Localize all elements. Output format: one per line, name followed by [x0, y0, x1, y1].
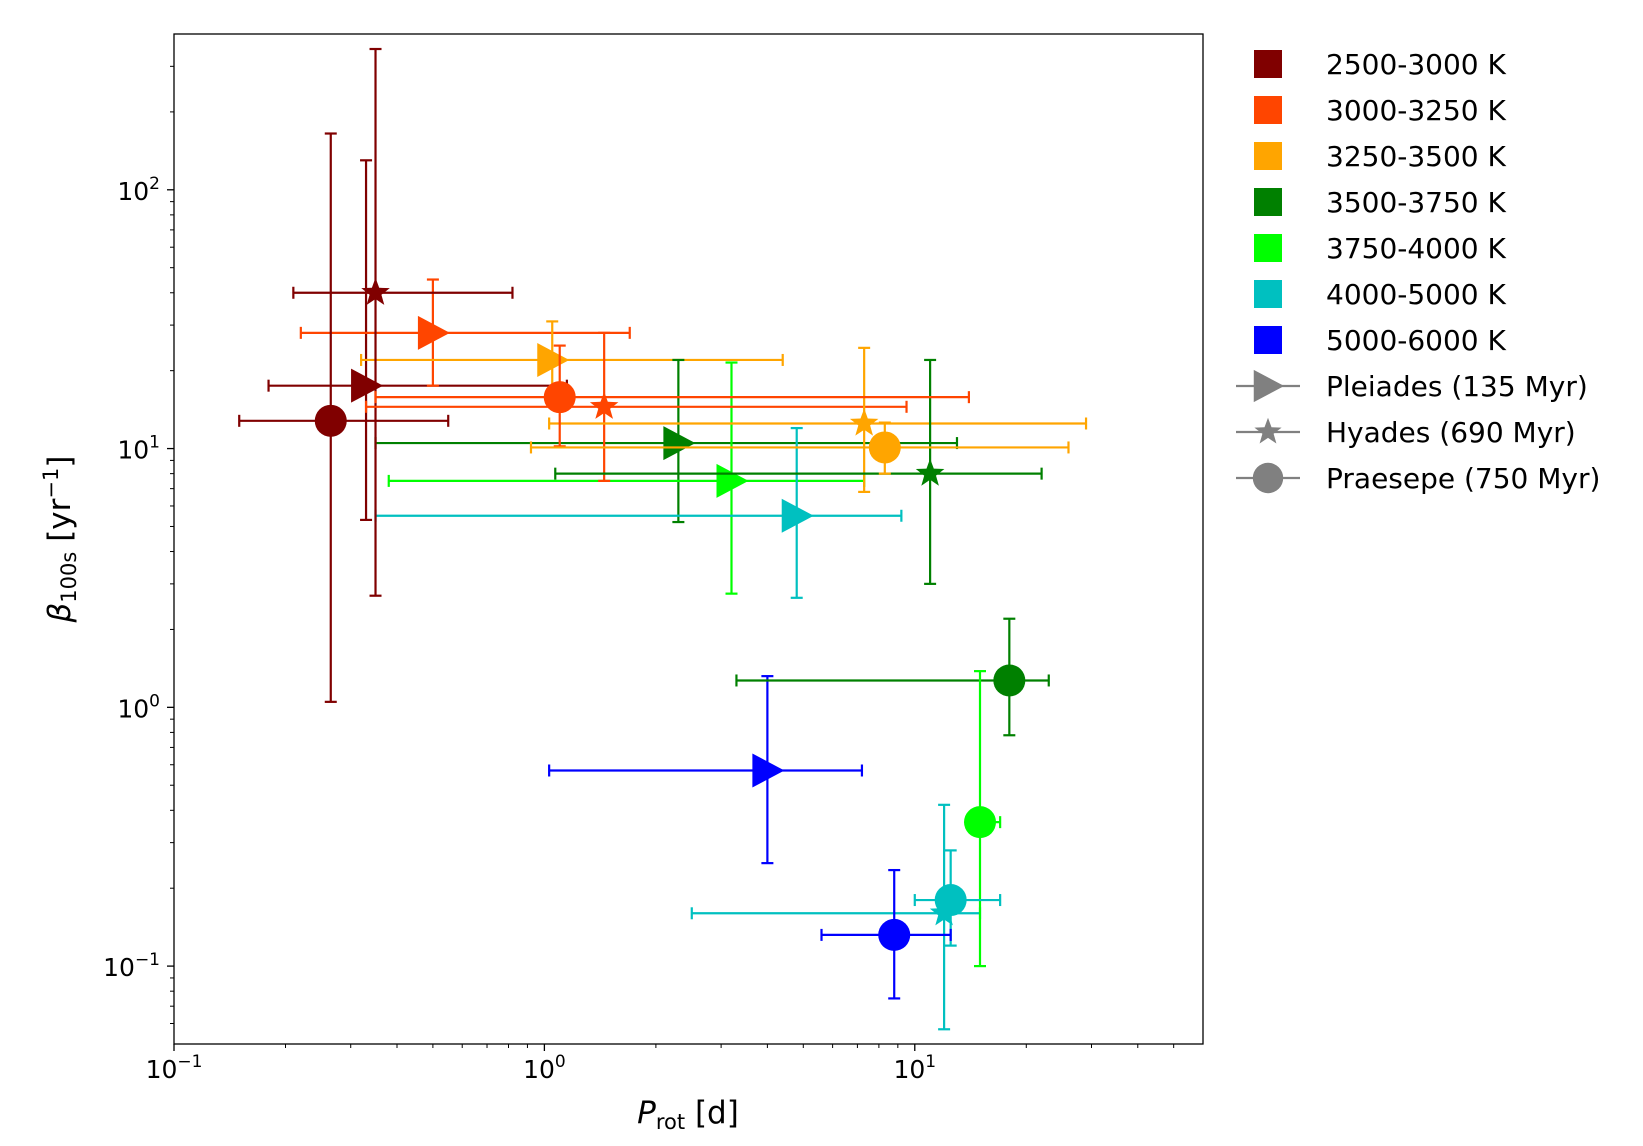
x-axis-label: Prot [d]	[637, 1095, 739, 1134]
marker-pleiades	[537, 342, 570, 377]
legend-label: 2500-3000 K	[1326, 48, 1507, 81]
marker-pleiades	[716, 463, 749, 498]
legend-entry: 4000-5000 K	[1254, 278, 1507, 311]
marker-praesepe	[934, 884, 967, 917]
data-point-praesepe-2500-3000	[238, 132, 450, 703]
data-point-pleiades-4000-5000	[374, 426, 903, 599]
legend-label: 3250-3500 K	[1326, 140, 1507, 173]
marker-pleiades	[351, 368, 384, 403]
legend-entry: 3750-4000 K	[1254, 232, 1507, 265]
marker-pleiades	[663, 426, 696, 461]
data-point-praesepe-4000-5000	[913, 849, 1002, 947]
legend-swatch	[1254, 142, 1282, 170]
y-tick-label: 100	[117, 691, 160, 723]
x-tick-label: 10−1	[146, 1052, 203, 1084]
legend-marker	[1254, 417, 1282, 444]
legend-swatch	[1254, 50, 1282, 78]
legend-label: 3500-3750 K	[1326, 186, 1507, 219]
data-point-hyades-4000-5000	[690, 803, 982, 1031]
marker-praesepe	[964, 806, 997, 839]
legend-swatch	[1254, 96, 1282, 124]
legend-swatch	[1254, 188, 1282, 216]
data-point-hyades-2500-3000	[292, 47, 514, 597]
y-tick-label: 102	[117, 174, 160, 206]
marker-praesepe	[878, 918, 911, 951]
legend-entry: Pleiades (135 Myr)	[1236, 369, 1588, 403]
marker-hyades	[915, 458, 945, 486]
legend-entry: 3000-3250 K	[1254, 94, 1507, 127]
legend-entry: Praesepe (750 Myr)	[1236, 462, 1600, 495]
y-tick-label: 101	[117, 433, 160, 465]
legend-label: Pleiades (135 Myr)	[1326, 370, 1588, 403]
data-point-praesepe-3250-3500	[529, 421, 1070, 475]
marker-hyades	[849, 408, 879, 436]
legend-label: Hyades (690 Myr)	[1326, 416, 1576, 449]
legend-label: Praesepe (750 Myr)	[1326, 462, 1600, 495]
data-layer	[238, 47, 1088, 1031]
legend: 2500-3000 K 3000-3250 K 3250-3500 K 3500-37…	[1236, 48, 1600, 495]
data-point-pleiades-2500-3000	[267, 159, 568, 522]
marker-hyades	[589, 391, 619, 419]
legend-entry: 3500-3750 K	[1254, 186, 1507, 219]
legend-entry: 3250-3500 K	[1254, 140, 1507, 173]
ticks-layer: 10−1 100 101 10−1 100 101 102	[103, 65, 1175, 1084]
legend-entry: 5000-6000 K	[1254, 324, 1507, 357]
legend-swatch	[1254, 280, 1282, 308]
marker-praesepe	[993, 664, 1026, 697]
legend-label: 4000-5000 K	[1326, 278, 1507, 311]
data-point-hyades-3250-3500	[548, 346, 1088, 494]
data-point-praesepe-3500-3750	[735, 617, 1050, 737]
data-point-pleiades-3500-3750	[374, 358, 959, 524]
y-axis-label: β100s [yr−1]	[39, 456, 81, 624]
marker-pleiades	[417, 315, 450, 350]
legend-marker	[1253, 369, 1285, 403]
legend-entry: 2500-3000 K	[1254, 48, 1507, 81]
data-point-praesepe-3750-4000	[964, 670, 1002, 968]
marker-hyades	[361, 277, 390, 305]
legend-swatch	[1254, 234, 1282, 262]
data-point-pleiades-5000-6000	[548, 675, 864, 865]
data-point-praesepe-5000-6000	[820, 868, 952, 1000]
data-point-pleiades-3000-3250	[299, 278, 631, 387]
marker-praesepe	[314, 404, 347, 437]
legend-entry: Hyades (690 Myr)	[1236, 416, 1576, 449]
data-point-praesepe-3000-3250	[374, 344, 971, 448]
y-tick-label: 10−1	[103, 950, 160, 982]
marker-pleiades	[752, 753, 785, 788]
legend-swatch	[1254, 326, 1282, 354]
plot-frame	[173, 33, 1204, 1045]
marker-pleiades	[781, 498, 814, 533]
marker-praesepe	[868, 431, 901, 464]
legend-marker	[1252, 462, 1284, 494]
marker-praesepe	[543, 381, 576, 414]
data-point-hyades-3000-3250	[364, 331, 908, 482]
legend-label: 3750-4000 K	[1326, 232, 1507, 265]
x-tick-label: 100	[523, 1052, 566, 1084]
x-tick-label: 101	[893, 1052, 936, 1084]
legend-label: 3000-3250 K	[1326, 94, 1507, 127]
legend-label: 5000-6000 K	[1326, 324, 1507, 357]
